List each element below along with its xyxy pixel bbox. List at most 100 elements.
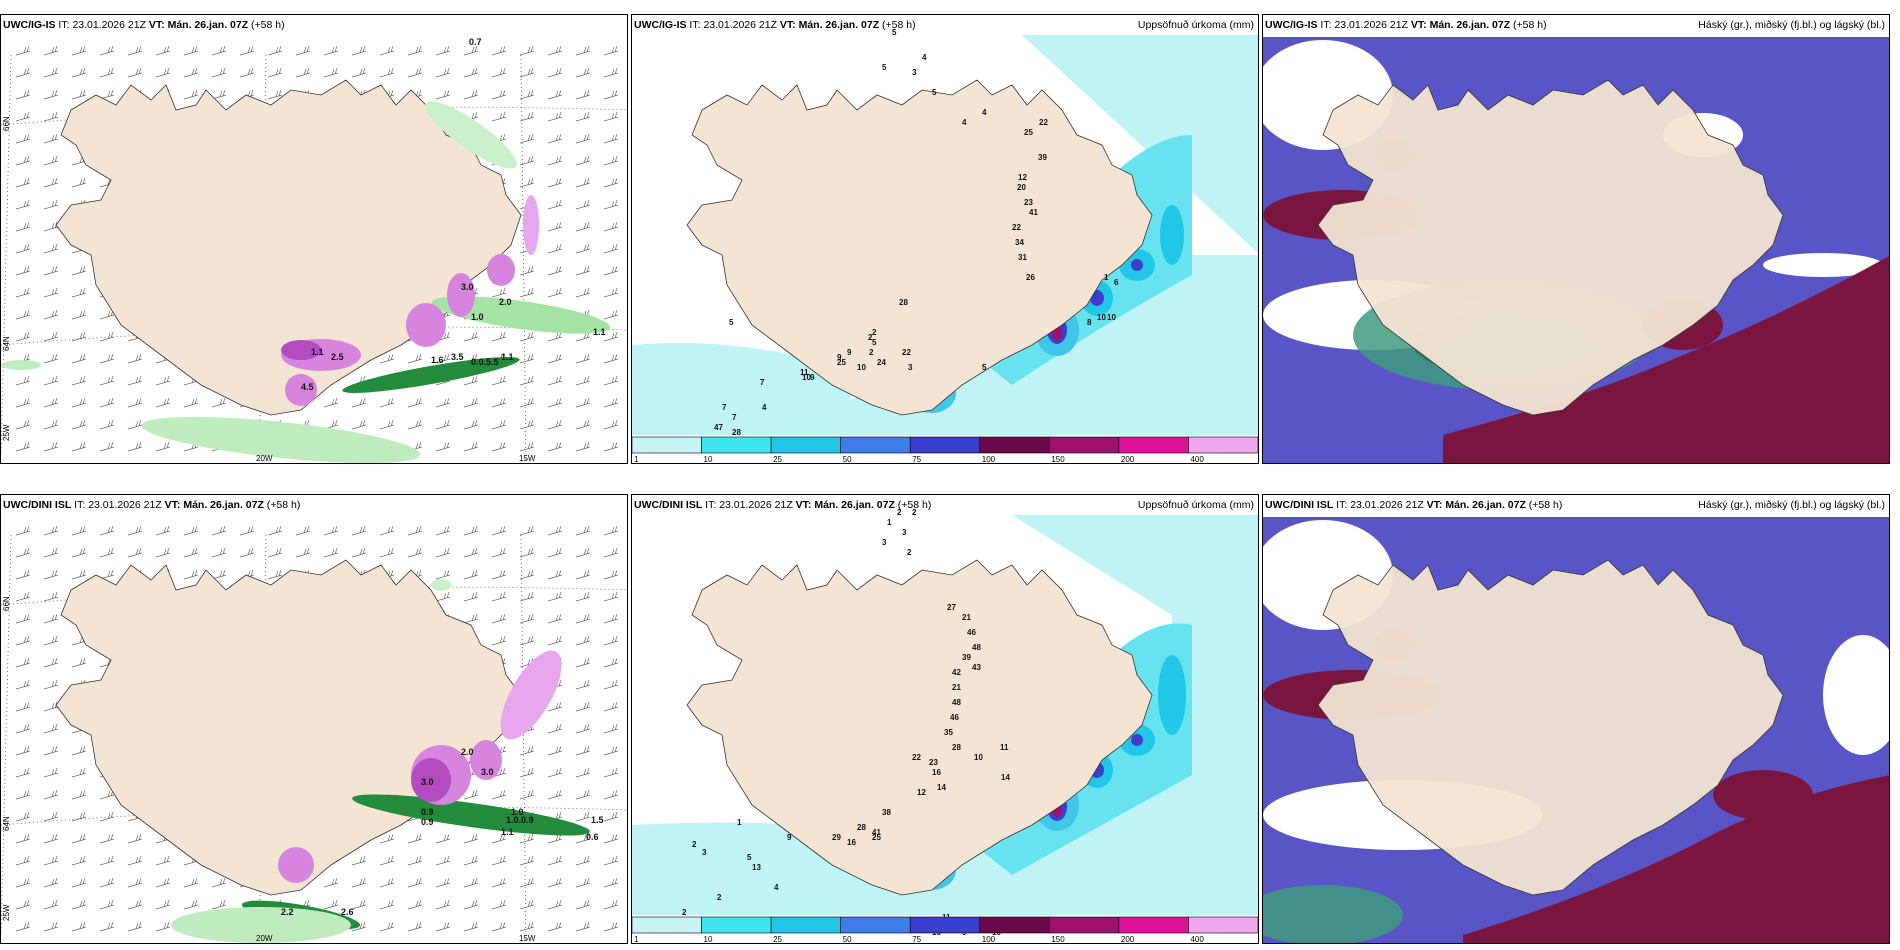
wind-barb [43, 547, 59, 558]
colorbar-swatch [1118, 436, 1189, 454]
wind-barb [295, 45, 311, 56]
cloud-map [1263, 517, 1889, 943]
value-label: 22 [1039, 118, 1048, 127]
wind-barb [267, 569, 283, 580]
wind-barb [71, 921, 87, 932]
wind-barb [127, 45, 143, 56]
wind-barb [463, 331, 479, 342]
wind-barb [43, 331, 59, 342]
wind-barb [463, 397, 479, 408]
panel-header: UWC/DINI ISL IT: 23.01.2026 21Z VT: Mán.… [3, 499, 301, 511]
value-label: 7 [722, 403, 727, 412]
wind-barb [575, 397, 591, 408]
panel-header: UWC/IG-IS IT: 23.01.2026 21Z VT: Mán. 26… [1265, 19, 1547, 31]
value-label: 11 [800, 368, 809, 377]
value-label: 7 [732, 413, 737, 422]
wind-barb [603, 67, 619, 78]
wind-barb [15, 723, 31, 734]
wind-barb [71, 375, 87, 386]
wind-barb [183, 67, 199, 78]
wind-barb [575, 789, 591, 800]
wind-barb [183, 397, 199, 408]
wind-barb [519, 375, 535, 386]
wind-barb [379, 855, 395, 866]
wind-map: 0.72.01.13.03.51.6 1.10.0.5.52.54.51.11.0… [1, 37, 627, 463]
wind-barb [43, 833, 59, 844]
wind-barb [575, 133, 591, 144]
wind-barb [575, 745, 591, 756]
wind-barb [99, 811, 115, 822]
wind-barb [15, 657, 31, 668]
wind-barb [71, 899, 87, 910]
wind-barb [603, 525, 619, 536]
wind-barb [295, 525, 311, 536]
wind-barb [603, 155, 619, 166]
wind-barb [575, 265, 591, 276]
wind-barb [407, 899, 423, 910]
wind-barb [491, 45, 507, 56]
wind-barb [519, 45, 535, 56]
wind-barb [379, 921, 395, 932]
wind-barb [603, 45, 619, 56]
wind-barb [547, 855, 563, 866]
value-label: 1.1 [311, 347, 324, 357]
value-label: 10 [974, 753, 983, 762]
wind-barb [155, 67, 171, 78]
wind-barb [43, 635, 59, 646]
value-label: 12 [917, 788, 926, 797]
value-label: 34 [1015, 238, 1024, 247]
wind-barb [15, 547, 31, 558]
wind-barb [71, 833, 87, 844]
wind-barb [603, 679, 619, 690]
wind-barb [547, 899, 563, 910]
wind-barb [575, 899, 591, 910]
colorbar-tick: 400 [1190, 455, 1204, 464]
panel-dini-precip: UWC/DINI ISL IT: 23.01.2026 21Z VT: Mán.… [631, 494, 1259, 944]
wind-barb [183, 89, 199, 100]
wind-barb [15, 243, 31, 254]
wind-barb [519, 745, 535, 756]
wind-barb [603, 833, 619, 844]
wind-barb [71, 811, 87, 822]
value-label: 1 [737, 818, 742, 827]
wind-barb [183, 899, 199, 910]
wind-barb [127, 833, 143, 844]
value-label: 9 [847, 348, 852, 357]
wind-barb [15, 833, 31, 844]
wind-barb [575, 525, 591, 536]
colorbar-swatch [632, 436, 702, 454]
wind-barb [379, 67, 395, 78]
wind-barb [519, 155, 535, 166]
wind-barb [547, 635, 563, 646]
wind-barb [463, 591, 479, 602]
value-label: 46 [967, 628, 976, 637]
wind-barb [603, 811, 619, 822]
value-label: 12 [1018, 173, 1027, 182]
wind-barb [603, 701, 619, 712]
wind-barb [575, 375, 591, 386]
wind-barb [435, 921, 451, 932]
wind-barb [435, 591, 451, 602]
value-label: 0.9 [421, 817, 434, 827]
wind-barb [603, 723, 619, 734]
wind-barb [519, 265, 535, 276]
wind-barb [463, 613, 479, 624]
wind-barb [379, 833, 395, 844]
colorbar-swatch [979, 916, 1050, 934]
wind-barb [155, 547, 171, 558]
wind-barb [519, 921, 535, 932]
wind-barb [463, 67, 479, 78]
value-label: 48 [972, 643, 981, 652]
wind-barb [43, 679, 59, 690]
lon-label: 15W [519, 934, 536, 943]
value-label: 3 [902, 528, 907, 537]
colorbar-tick: 200 [1121, 455, 1135, 464]
wind-barb [575, 177, 591, 188]
wind-barb [43, 397, 59, 408]
colorbar-tick: 150 [1051, 455, 1065, 464]
wind-barb [351, 921, 367, 932]
wind-barb [183, 877, 199, 888]
wind-barb [43, 45, 59, 56]
colorbar-tick: 10 [704, 455, 713, 464]
value-label: 20 [1017, 183, 1026, 192]
